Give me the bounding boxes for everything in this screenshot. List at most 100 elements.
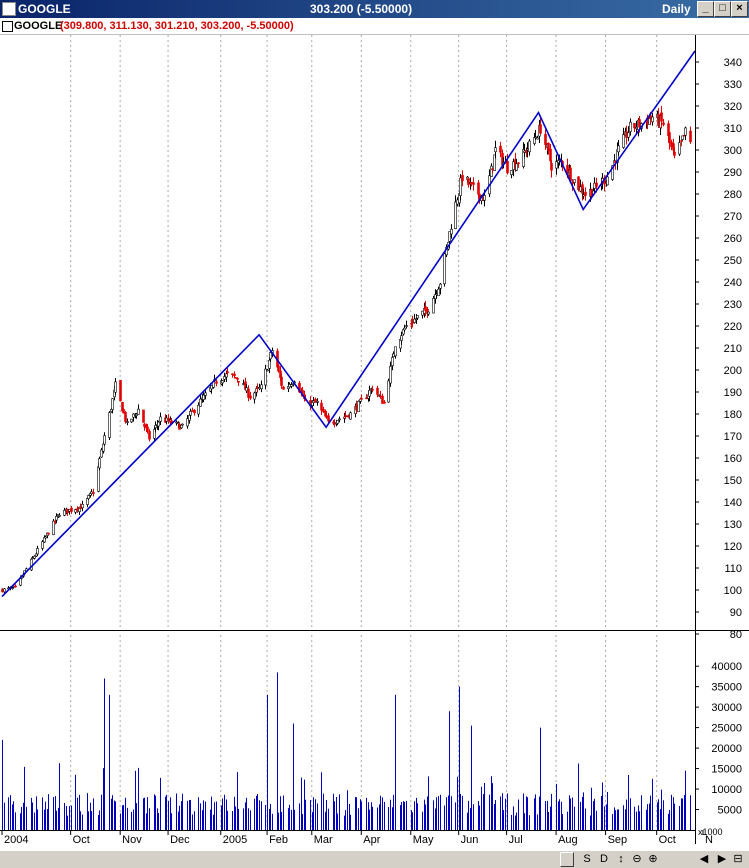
time-tick-label: Dec: [170, 834, 190, 846]
candle: [108, 411, 111, 441]
candle: [146, 424, 149, 434]
legend-ohlc-values: (309.800, 311.130, 301.210, 303.200, -5.…: [60, 20, 294, 32]
candle: [577, 176, 580, 192]
candle: [413, 313, 416, 324]
candle: [100, 447, 103, 458]
candle: [673, 147, 676, 159]
time-tick-label: May: [413, 834, 434, 846]
candle: [555, 154, 558, 175]
candle: [260, 380, 263, 393]
candle: [681, 135, 684, 141]
time-tick-label: Mar: [314, 834, 333, 846]
candle: [153, 426, 156, 442]
candle: [678, 135, 681, 156]
candle: [159, 412, 162, 425]
candle: [403, 324, 406, 333]
candle: [199, 394, 202, 407]
candle: [247, 385, 250, 402]
candle: [132, 413, 135, 422]
zoom-out-icon[interactable]: ⊖: [632, 853, 642, 865]
candle: [633, 123, 636, 133]
candle: [154, 421, 157, 433]
candle: [223, 372, 226, 383]
price-tick-label: 230: [724, 299, 742, 311]
minimize-button[interactable]: _: [697, 1, 714, 17]
status-bar: S D ↕ ⊖ ⊕ ◀ ▶ ⊟: [0, 850, 749, 868]
candle: [157, 420, 160, 431]
candle: [130, 418, 133, 423]
candle: [135, 412, 138, 419]
candle: [629, 118, 632, 136]
legend-symbol: GOOGLE: [14, 20, 63, 32]
candle: [689, 126, 692, 144]
draw-button[interactable]: D: [600, 853, 608, 865]
close-button[interactable]: ×: [731, 1, 748, 17]
candle: [269, 351, 272, 362]
candle: [573, 179, 576, 186]
price-tick-label: 340: [724, 57, 742, 69]
candle: [494, 140, 497, 159]
time-tick-label: N: [705, 834, 713, 846]
volume-grid: [70, 635, 658, 830]
candle: [383, 400, 386, 404]
candle: [662, 118, 665, 127]
candle: [63, 507, 66, 517]
candle: [231, 373, 234, 378]
candle: [368, 385, 371, 402]
axes: 80 90 100 110 120 130 140 150 160 170 180 190 200 210…: [0, 35, 749, 846]
candle: [186, 414, 189, 429]
candle: [70, 505, 73, 514]
candle: [30, 558, 33, 571]
volume-tick-label: 20000: [711, 743, 742, 755]
candle: [400, 331, 403, 345]
candle: [322, 406, 325, 413]
fit-view-icon[interactable]: ⊟: [733, 853, 743, 865]
candle: [327, 413, 330, 424]
candle: [282, 385, 285, 390]
horizontal-scroll-thumb[interactable]: [560, 852, 574, 867]
volume-tick-label: 30000: [711, 702, 742, 714]
candle: [534, 130, 537, 140]
price-tick-label: 300: [724, 145, 742, 157]
candle: [547, 142, 550, 155]
price-tick-label: 180: [724, 409, 742, 421]
candle: [617, 139, 620, 156]
price-tick-label: 250: [724, 255, 742, 267]
period-label[interactable]: Daily: [662, 2, 691, 16]
candle: [316, 398, 319, 406]
chart-area[interactable]: 80 90 100 110 120 130 140 150 160 170 180 190 200 210…: [0, 18, 749, 850]
maximize-button[interactable]: □: [714, 1, 731, 17]
vertical-scale-icon[interactable]: ↕: [618, 853, 624, 865]
legend-color-box[interactable]: [2, 21, 13, 32]
chart-window-icon: [2, 2, 16, 16]
price-tick-label: 90: [730, 607, 742, 619]
price-tick-label: 220: [724, 321, 742, 333]
candle: [280, 374, 283, 389]
price-tick-label: 270: [724, 211, 742, 223]
candle: [467, 177, 470, 188]
time-tick-label: Feb: [269, 834, 288, 846]
candle: [122, 408, 125, 414]
volume-tick-label: 5000: [718, 805, 742, 817]
candle: [143, 422, 146, 431]
candle: [376, 385, 379, 398]
candle: [450, 224, 453, 239]
scale-button[interactable]: S: [583, 853, 591, 865]
time-tick-label: Oct: [659, 834, 676, 846]
candle: [33, 555, 36, 560]
chart-canvas[interactable]: 80 90 100 110 120 130 140 150 160 170 180 190 200 210…: [0, 18, 749, 850]
candle: [14, 584, 17, 588]
candle: [124, 411, 127, 424]
scroll-right-icon[interactable]: ▶: [717, 853, 727, 865]
candle: [461, 170, 464, 187]
price-tick-label: 140: [724, 497, 742, 509]
legend-bar: GOOGLE (309.800, 311.130, 301.210, 303.2…: [0, 18, 749, 35]
volume-tick-label: 10000: [711, 784, 742, 796]
candle: [189, 408, 192, 419]
price-tick-label: 280: [724, 189, 742, 201]
zoom-in-icon[interactable]: ⊕: [648, 853, 658, 865]
candle: [314, 397, 317, 403]
scroll-left-icon[interactable]: ◀: [699, 853, 709, 865]
candle: [74, 508, 77, 515]
